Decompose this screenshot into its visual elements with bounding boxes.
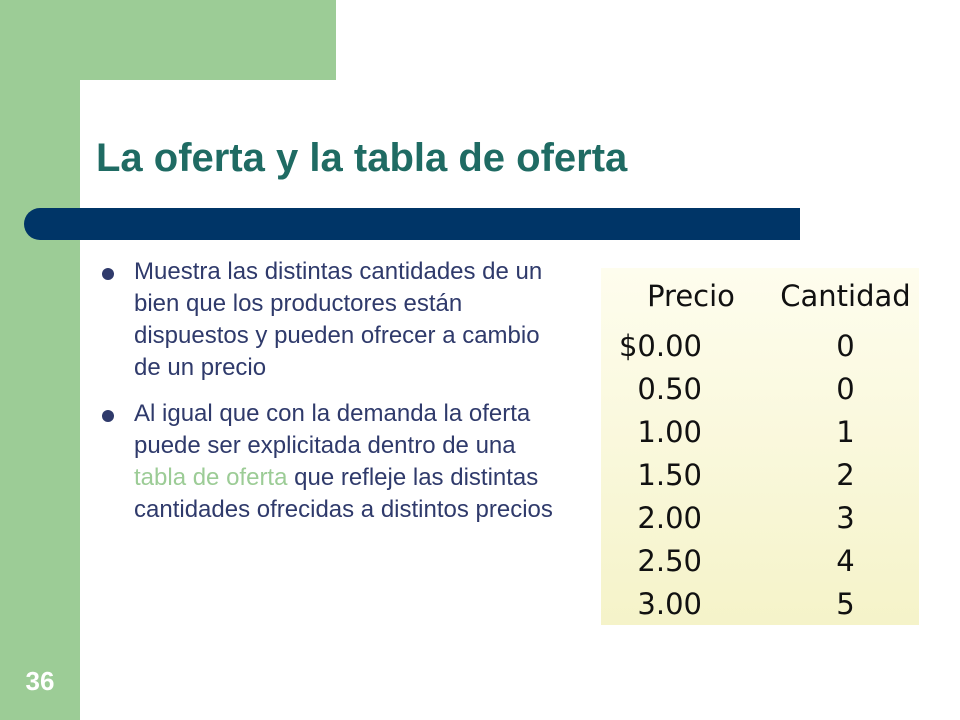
price-cell: 0.50 <box>637 371 702 406</box>
green-sidebar <box>0 0 80 720</box>
price-cell: 3.00 <box>637 586 702 621</box>
page-number: 36 <box>25 666 55 696</box>
bullet-text-start: Al igual que con la demanda la oferta pu… <box>134 400 531 459</box>
table-row: 3.00 5 <box>601 582 919 625</box>
quantity-cell: 5 <box>836 586 855 621</box>
quantity-cell: 0 <box>836 328 855 363</box>
slide-title: La oferta y la tabla de oferta <box>96 136 628 180</box>
highlighted-term: tabla de oferta <box>134 464 288 491</box>
bullet-dot-icon <box>102 268 114 280</box>
title-underline-bar <box>24 208 800 240</box>
price-column-header: Precio <box>647 279 735 313</box>
bullet-list: Muestra las distintas cantidades de un b… <box>100 256 570 540</box>
table-row: 2.00 3 <box>601 496 919 539</box>
bullet-item: Al igual que con la demanda la oferta pu… <box>100 398 570 526</box>
quantity-cell: 1 <box>836 414 855 449</box>
table-row: 2.50 4 <box>601 539 919 582</box>
table-row: 1.50 2 <box>601 453 919 496</box>
quantity-cell: 3 <box>836 500 855 535</box>
quantity-cell: 2 <box>836 457 855 492</box>
table-row: $0.00 0 <box>601 324 919 367</box>
quantity-cell: 0 <box>836 371 855 406</box>
table-row: 0.50 0 <box>601 367 919 410</box>
price-cell: 2.00 <box>637 500 702 535</box>
table-row: 1.00 1 <box>601 410 919 453</box>
price-cell: $0.00 <box>618 328 702 363</box>
price-cell: 2.50 <box>637 543 702 578</box>
quantity-column-header: Cantidad <box>780 279 911 313</box>
bullet-item: Muestra las distintas cantidades de un b… <box>100 256 570 384</box>
supply-schedule-table: Precio Cantidad $0.00 0 0.50 0 1.00 1 1.… <box>601 268 919 625</box>
bullet-text-end: que refleje las distintas cantidades ofr… <box>134 464 553 523</box>
green-top-band <box>0 0 336 80</box>
table-header-row: Precio Cantidad <box>601 268 919 324</box>
bullet-text: Muestra las distintas cantidades de un b… <box>134 258 543 381</box>
price-cell: 1.50 <box>637 457 702 492</box>
bullet-dot-icon <box>102 410 114 422</box>
quantity-cell: 4 <box>836 543 855 578</box>
price-cell: 1.00 <box>637 414 702 449</box>
